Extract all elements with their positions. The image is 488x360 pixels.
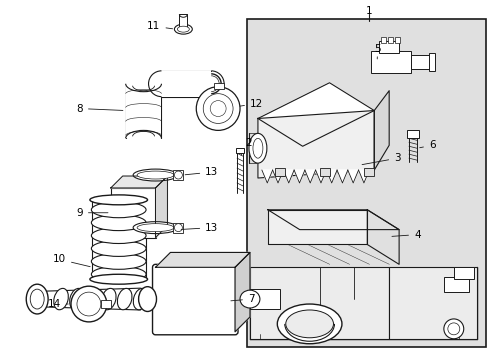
Polygon shape <box>336 170 347 183</box>
Text: 4: 4 <box>391 230 420 239</box>
Bar <box>370 51 410 73</box>
Bar <box>388 267 476 339</box>
Ellipse shape <box>137 171 174 179</box>
Ellipse shape <box>91 253 146 269</box>
Ellipse shape <box>137 224 174 231</box>
Polygon shape <box>257 83 373 146</box>
Ellipse shape <box>91 240 146 256</box>
Bar <box>394 37 399 43</box>
Bar <box>111 188 155 238</box>
Text: 12: 12 <box>239 99 263 109</box>
Bar <box>101 300 111 308</box>
Bar <box>453 267 473 279</box>
Polygon shape <box>304 170 315 183</box>
Bar <box>214 83 224 89</box>
Ellipse shape <box>85 288 100 310</box>
Ellipse shape <box>285 310 333 338</box>
Circle shape <box>210 100 225 117</box>
Text: 5: 5 <box>373 44 380 59</box>
Polygon shape <box>155 252 249 267</box>
Polygon shape <box>262 170 272 183</box>
Bar <box>173 170 183 180</box>
Text: 6: 6 <box>419 140 435 150</box>
Ellipse shape <box>133 169 178 181</box>
Text: 10: 10 <box>53 255 90 267</box>
Polygon shape <box>283 170 293 183</box>
Bar <box>125 84 161 138</box>
Text: 14: 14 <box>48 299 68 309</box>
Ellipse shape <box>91 202 146 218</box>
Ellipse shape <box>91 228 146 243</box>
Ellipse shape <box>30 289 44 309</box>
Polygon shape <box>267 210 366 244</box>
Polygon shape <box>315 170 325 183</box>
Circle shape <box>174 224 182 231</box>
Bar <box>379 41 398 53</box>
Ellipse shape <box>26 284 48 314</box>
Circle shape <box>77 292 101 316</box>
Ellipse shape <box>91 266 146 282</box>
Ellipse shape <box>54 288 68 310</box>
Polygon shape <box>111 176 167 188</box>
Polygon shape <box>325 170 336 183</box>
Bar <box>246 19 485 347</box>
Bar <box>161 71 211 96</box>
Circle shape <box>196 87 240 130</box>
Bar <box>236 148 244 153</box>
Text: 8: 8 <box>76 104 122 113</box>
Polygon shape <box>272 170 283 183</box>
Ellipse shape <box>133 222 178 234</box>
Bar <box>381 37 386 43</box>
Bar <box>319 168 329 176</box>
Polygon shape <box>235 252 249 332</box>
Ellipse shape <box>138 287 156 311</box>
Text: 7: 7 <box>230 294 254 304</box>
Bar <box>364 168 373 176</box>
Text: 9: 9 <box>76 208 108 218</box>
Text: 3: 3 <box>361 153 400 165</box>
Ellipse shape <box>91 215 146 231</box>
Polygon shape <box>293 170 304 183</box>
Bar <box>387 37 392 43</box>
Polygon shape <box>373 91 388 170</box>
Circle shape <box>71 286 106 322</box>
Bar <box>249 289 279 309</box>
Ellipse shape <box>248 133 266 163</box>
Bar <box>406 130 418 138</box>
Ellipse shape <box>177 26 189 32</box>
Bar <box>179 14 187 29</box>
Text: 11: 11 <box>147 21 172 31</box>
Polygon shape <box>366 210 398 264</box>
Circle shape <box>174 171 182 179</box>
Text: 13: 13 <box>181 222 218 233</box>
Circle shape <box>447 323 459 335</box>
Polygon shape <box>257 111 373 178</box>
Ellipse shape <box>277 304 341 344</box>
Text: 13: 13 <box>185 167 218 177</box>
Ellipse shape <box>133 288 147 310</box>
Ellipse shape <box>117 288 132 310</box>
FancyBboxPatch shape <box>152 264 238 335</box>
Ellipse shape <box>69 288 84 310</box>
Ellipse shape <box>102 288 116 310</box>
Bar <box>410 55 430 69</box>
Ellipse shape <box>240 290 260 308</box>
Bar <box>443 277 468 292</box>
Polygon shape <box>267 210 398 230</box>
Bar <box>428 53 434 71</box>
Bar <box>173 223 183 233</box>
Circle shape <box>443 319 463 339</box>
Ellipse shape <box>90 274 147 284</box>
Polygon shape <box>155 176 167 238</box>
Polygon shape <box>347 170 358 183</box>
Circle shape <box>203 94 233 123</box>
Text: 1: 1 <box>365 6 372 16</box>
Polygon shape <box>358 170 368 183</box>
Ellipse shape <box>252 138 263 158</box>
Text: 2: 2 <box>241 138 251 155</box>
Ellipse shape <box>174 24 192 34</box>
Bar <box>274 168 284 176</box>
Bar <box>249 267 388 339</box>
Ellipse shape <box>90 195 147 205</box>
